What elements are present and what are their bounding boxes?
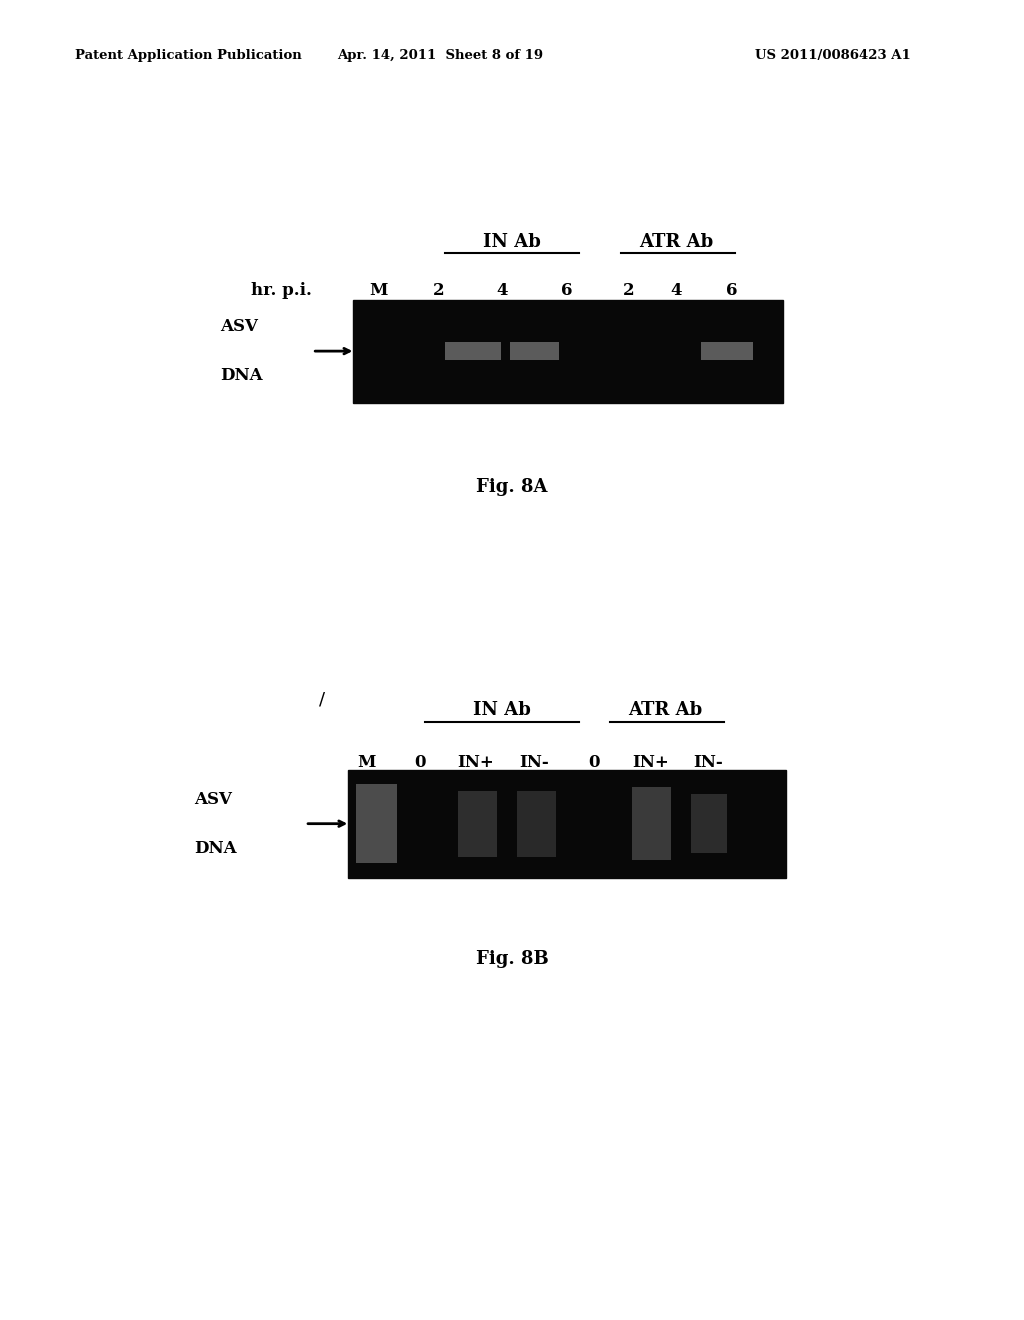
Text: ATR Ab: ATR Ab — [629, 701, 702, 719]
Text: IN+: IN+ — [632, 755, 669, 771]
Text: M: M — [370, 282, 388, 298]
Bar — [348, 770, 786, 878]
Text: M: M — [357, 755, 376, 771]
Bar — [690, 795, 727, 854]
Text: 2: 2 — [623, 282, 635, 298]
Text: 4: 4 — [670, 282, 682, 298]
Bar — [701, 342, 753, 360]
Text: /: / — [319, 690, 326, 709]
Text: DNA: DNA — [220, 367, 263, 384]
Bar — [632, 787, 671, 861]
Text: 0: 0 — [588, 755, 600, 771]
Text: IN-: IN- — [693, 755, 724, 771]
Text: 2: 2 — [432, 282, 444, 298]
Text: ASV: ASV — [195, 791, 232, 808]
Text: IN Ab: IN Ab — [483, 232, 541, 251]
Text: IN-: IN- — [519, 755, 550, 771]
Bar — [444, 342, 502, 360]
Text: Apr. 14, 2011  Sheet 8 of 19: Apr. 14, 2011 Sheet 8 of 19 — [337, 49, 543, 62]
Bar — [356, 784, 397, 863]
Text: DNA: DNA — [195, 840, 238, 857]
Bar — [458, 791, 497, 857]
Text: 0: 0 — [414, 755, 426, 771]
Text: hr. p.i.: hr. p.i. — [251, 282, 312, 298]
Text: US 2011/0086423 A1: US 2011/0086423 A1 — [755, 49, 910, 62]
Text: IN+: IN+ — [457, 755, 494, 771]
Bar — [517, 791, 556, 857]
Text: 6: 6 — [726, 282, 738, 298]
Text: 4: 4 — [496, 282, 508, 298]
Text: Patent Application Publication: Patent Application Publication — [75, 49, 302, 62]
Text: 6: 6 — [560, 282, 572, 298]
Text: Fig. 8A: Fig. 8A — [476, 478, 548, 496]
Text: ATR Ab: ATR Ab — [639, 232, 713, 251]
Bar — [510, 342, 559, 360]
Bar — [353, 300, 783, 403]
Text: IN Ab: IN Ab — [473, 701, 530, 719]
Text: Fig. 8B: Fig. 8B — [475, 950, 549, 969]
Text: ASV: ASV — [220, 318, 258, 335]
